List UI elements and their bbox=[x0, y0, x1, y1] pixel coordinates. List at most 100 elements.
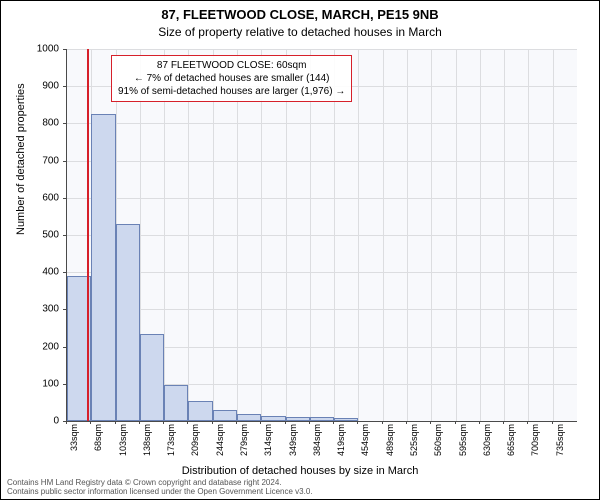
histogram-bar bbox=[188, 401, 212, 421]
y-tick-label: 300 bbox=[29, 304, 59, 315]
x-tick-label: 384sqm bbox=[312, 424, 322, 456]
x-tick-label: 454sqm bbox=[360, 424, 370, 456]
annotation-box: 87 FLEETWOOD CLOSE: 60sqm ← 7% of detach… bbox=[111, 55, 352, 102]
gridline-v bbox=[456, 49, 457, 421]
subject-marker-line bbox=[87, 49, 89, 421]
x-tick-label: 700sqm bbox=[530, 424, 540, 456]
gridline-v bbox=[407, 49, 408, 421]
x-tick bbox=[187, 421, 188, 424]
histogram-bar bbox=[334, 418, 358, 421]
gridline-v bbox=[383, 49, 384, 421]
x-tick-label: 665sqm bbox=[506, 424, 516, 456]
x-tick bbox=[479, 421, 480, 424]
annotation-line2: ← 7% of detached houses are smaller (144… bbox=[118, 72, 345, 85]
y-tick-label: 400 bbox=[29, 267, 59, 278]
x-tick-label: 244sqm bbox=[215, 424, 225, 456]
annotation-line1: 87 FLEETWOOD CLOSE: 60sqm bbox=[118, 59, 345, 72]
chart-subtitle: Size of property relative to detached ho… bbox=[1, 25, 599, 39]
y-tick bbox=[63, 272, 66, 273]
gridline-v bbox=[164, 49, 165, 421]
y-tick-label: 200 bbox=[29, 341, 59, 352]
gridline-v bbox=[286, 49, 287, 421]
x-tick bbox=[527, 421, 528, 424]
y-tick bbox=[63, 384, 66, 385]
x-tick-label: 33sqm bbox=[69, 424, 79, 451]
x-tick bbox=[382, 421, 383, 424]
gridline-v bbox=[358, 49, 359, 421]
gridline-v bbox=[480, 49, 481, 421]
gridline-h bbox=[67, 272, 577, 273]
x-tick bbox=[503, 421, 504, 424]
y-axis-title: Number of detached properties bbox=[15, 83, 27, 235]
gridline-v bbox=[237, 49, 238, 421]
x-tick bbox=[163, 421, 164, 424]
x-tick bbox=[236, 421, 237, 424]
x-tick-label: 419sqm bbox=[336, 424, 346, 456]
y-tick bbox=[63, 86, 66, 87]
y-tick-label: 700 bbox=[29, 155, 59, 166]
x-tick-label: 138sqm bbox=[142, 424, 152, 456]
x-tick bbox=[455, 421, 456, 424]
gridline-v bbox=[553, 49, 554, 421]
gridline-h bbox=[67, 161, 577, 162]
x-tick-label: 595sqm bbox=[458, 424, 468, 456]
y-tick bbox=[63, 198, 66, 199]
plot-area: 87 FLEETWOOD CLOSE: 60sqm ← 7% of detach… bbox=[66, 49, 577, 422]
chart-container: 87, FLEETWOOD CLOSE, MARCH, PE15 9NB Siz… bbox=[0, 0, 600, 500]
x-tick-label: 560sqm bbox=[433, 424, 443, 456]
x-tick-label: 173sqm bbox=[166, 424, 176, 456]
histogram-bar bbox=[213, 410, 237, 421]
x-tick-label: 630sqm bbox=[482, 424, 492, 456]
gridline-v bbox=[504, 49, 505, 421]
gridline-h bbox=[67, 198, 577, 199]
y-tick bbox=[63, 161, 66, 162]
gridline-v bbox=[431, 49, 432, 421]
y-tick bbox=[63, 309, 66, 310]
x-tick-label: 103sqm bbox=[118, 424, 128, 456]
gridline-h bbox=[67, 49, 577, 50]
histogram-bar bbox=[286, 417, 310, 421]
x-tick-label: 209sqm bbox=[190, 424, 200, 456]
x-tick bbox=[139, 421, 140, 424]
y-tick-label: 800 bbox=[29, 118, 59, 129]
gridline-v bbox=[310, 49, 311, 421]
attribution: Contains HM Land Registry data © Crown c… bbox=[7, 478, 313, 497]
x-tick bbox=[66, 421, 67, 424]
annotation-line3: 91% of semi-detached houses are larger (… bbox=[118, 85, 345, 98]
y-tick bbox=[63, 123, 66, 124]
y-tick-label: 900 bbox=[29, 81, 59, 92]
x-tick bbox=[115, 421, 116, 424]
attribution-line2: Contains public sector information licen… bbox=[7, 487, 313, 497]
y-tick-label: 0 bbox=[29, 416, 59, 427]
x-tick-label: 279sqm bbox=[239, 424, 249, 456]
x-tick bbox=[430, 421, 431, 424]
y-tick-label: 1000 bbox=[29, 44, 59, 55]
chart-title: 87, FLEETWOOD CLOSE, MARCH, PE15 9NB bbox=[1, 7, 599, 22]
histogram-bar bbox=[164, 385, 188, 421]
x-axis-title: Distribution of detached houses by size … bbox=[1, 465, 599, 477]
x-tick bbox=[406, 421, 407, 424]
y-tick bbox=[63, 235, 66, 236]
x-tick-label: 525sqm bbox=[409, 424, 419, 456]
gridline-v bbox=[188, 49, 189, 421]
gridline-v bbox=[528, 49, 529, 421]
x-tick-label: 68sqm bbox=[93, 424, 103, 451]
histogram-bar bbox=[261, 416, 285, 421]
histogram-bar bbox=[140, 334, 164, 421]
gridline-h bbox=[67, 123, 577, 124]
y-tick bbox=[63, 49, 66, 50]
gridline-v bbox=[334, 49, 335, 421]
gridline-v bbox=[261, 49, 262, 421]
x-tick bbox=[260, 421, 261, 424]
x-tick-label: 735sqm bbox=[555, 424, 565, 456]
y-tick-label: 500 bbox=[29, 230, 59, 241]
x-tick bbox=[552, 421, 553, 424]
attribution-line1: Contains HM Land Registry data © Crown c… bbox=[7, 478, 313, 488]
y-tick-label: 600 bbox=[29, 192, 59, 203]
x-tick bbox=[212, 421, 213, 424]
x-tick bbox=[285, 421, 286, 424]
x-tick-label: 314sqm bbox=[263, 424, 273, 456]
y-tick bbox=[63, 347, 66, 348]
x-tick bbox=[333, 421, 334, 424]
x-tick-label: 349sqm bbox=[288, 424, 298, 456]
